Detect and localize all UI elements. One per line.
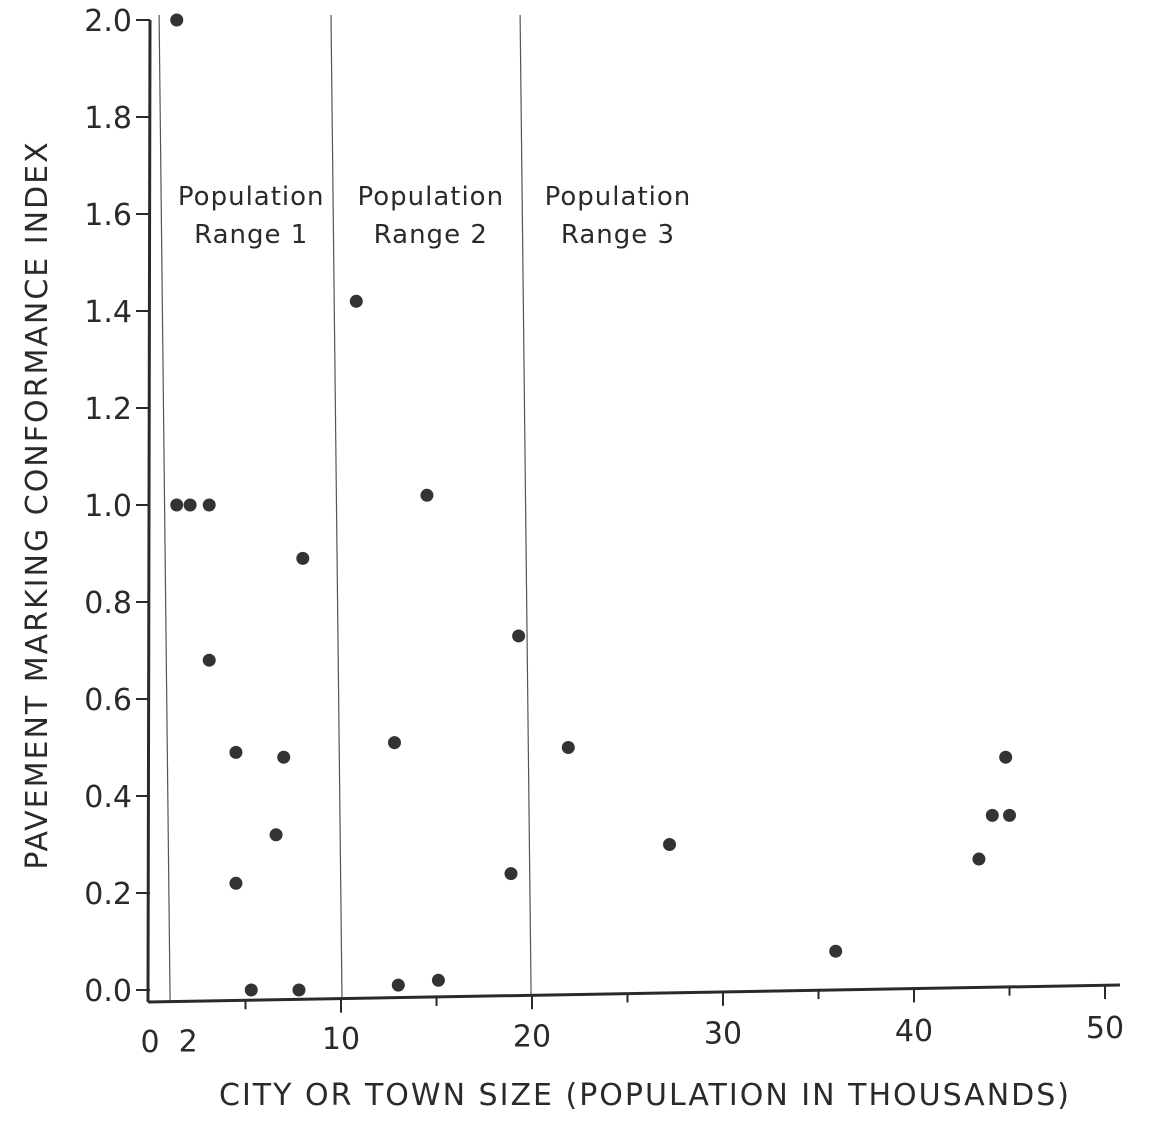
x-tick-label: 10 bbox=[322, 1022, 360, 1057]
x-axis-line bbox=[147, 983, 1121, 1004]
y-ticks: 0.0 0.2 0.4 0.6 0.8 1.0 1.2 1.4 1.6 1.8 2.0 bbox=[84, 4, 150, 1009]
x-axis-title: CITY OR TOWN SIZE (POPULATION IN THOUSAN… bbox=[219, 1078, 1071, 1113]
range-label-line2: Range 1 bbox=[194, 220, 308, 250]
range-label-line1: Population bbox=[178, 182, 325, 212]
x-tick-label: 50 bbox=[1086, 1011, 1124, 1046]
data-point bbox=[229, 745, 243, 759]
data-point bbox=[292, 983, 306, 997]
data-point bbox=[561, 741, 575, 754]
data-point bbox=[170, 498, 184, 512]
data-point bbox=[229, 876, 243, 890]
range-labels: Population Range 1 Population Range 2 Popula… bbox=[178, 182, 692, 250]
y-tick-label: 0.0 bbox=[84, 974, 132, 1009]
range-dividers bbox=[158, 14, 532, 1002]
x-tick-label: 20 bbox=[513, 1019, 551, 1054]
y-tick-label: 0.2 bbox=[84, 877, 132, 912]
data-point bbox=[202, 498, 216, 512]
data-point bbox=[829, 944, 843, 958]
range-divider-line bbox=[158, 14, 171, 1002]
y-axis-title: PAVEMENT MARKING CONFORMANCE INDEX bbox=[20, 140, 55, 869]
data-point bbox=[277, 750, 291, 764]
range-divider-line bbox=[519, 14, 532, 996]
data-point bbox=[504, 867, 518, 881]
data-point bbox=[985, 808, 999, 822]
x-tick-label: 40 bbox=[895, 1014, 933, 1049]
y-axis-line bbox=[146, 19, 152, 1003]
data-point bbox=[387, 736, 401, 750]
data-point bbox=[296, 551, 310, 565]
range-label-line2: Range 2 bbox=[374, 220, 488, 250]
y-tick-label: 1.8 bbox=[84, 101, 132, 136]
y-tick-label: 1.0 bbox=[84, 489, 132, 524]
data-point bbox=[512, 629, 526, 643]
y-tick-label: 2.0 bbox=[84, 4, 132, 39]
y-tick-label: 1.4 bbox=[84, 295, 132, 330]
y-tick-label: 1.6 bbox=[84, 198, 132, 233]
data-point bbox=[999, 750, 1013, 764]
data-point bbox=[431, 973, 445, 987]
range-label-line1: Population bbox=[545, 182, 692, 212]
y-tick-label: 0.6 bbox=[84, 683, 132, 718]
data-point bbox=[170, 13, 184, 27]
data-point bbox=[202, 653, 216, 667]
data-point bbox=[420, 488, 434, 502]
data-point bbox=[244, 983, 258, 997]
data-point bbox=[663, 838, 677, 851]
data-point bbox=[183, 498, 197, 512]
x-tick-label: 2 bbox=[179, 1024, 198, 1059]
data-point bbox=[972, 852, 986, 866]
y-tick-label: 0.4 bbox=[84, 780, 132, 815]
range-divider-line bbox=[330, 14, 343, 999]
x-tick-label: 0 bbox=[140, 1025, 159, 1060]
x-ticks: 0 2 10 20 30 40 50 bbox=[140, 985, 1124, 1060]
data-point bbox=[349, 294, 363, 308]
data-point bbox=[1003, 808, 1016, 822]
y-tick-label: 0.8 bbox=[84, 586, 132, 621]
range-label-line1: Population bbox=[357, 182, 504, 212]
data-point bbox=[391, 978, 405, 992]
axes bbox=[146, 19, 1121, 1004]
data-point bbox=[269, 828, 283, 842]
y-tick-label: 1.2 bbox=[84, 392, 132, 427]
x-tick-label: 30 bbox=[704, 1017, 742, 1052]
data-points bbox=[170, 13, 1016, 997]
range-label-line2: Range 3 bbox=[561, 220, 675, 250]
